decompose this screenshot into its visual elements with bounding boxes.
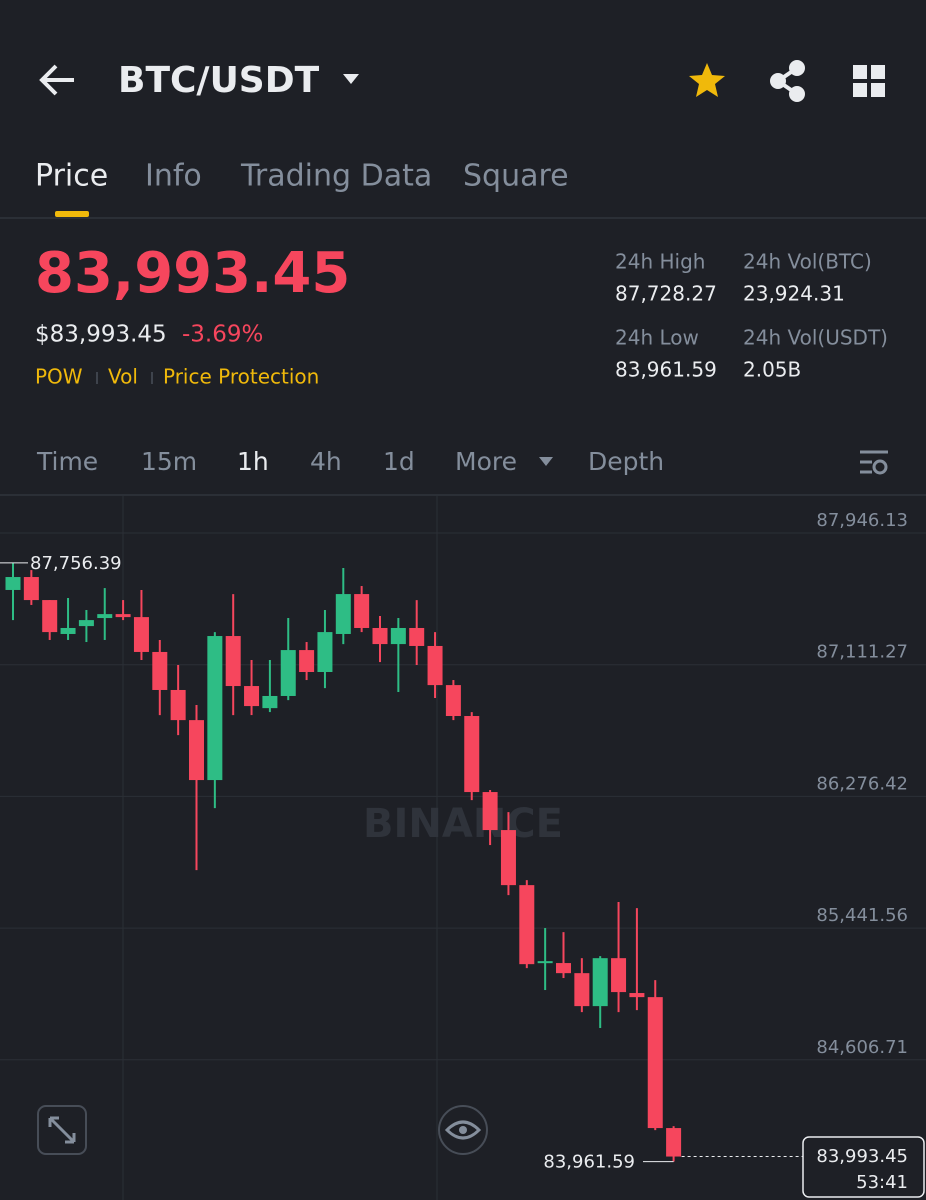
tab[interactable]: Trading Data: [240, 159, 432, 194]
tab[interactable]: Price: [35, 159, 108, 194]
candle-body: [427, 645, 443, 686]
tab-indicator: [55, 211, 89, 217]
y-tick-label: 87,111.27: [816, 642, 908, 663]
candle-body: [519, 885, 535, 965]
interval[interactable]: 4h: [310, 447, 342, 476]
stat-label: 24h High: [615, 250, 705, 274]
candle-body: [170, 689, 186, 721]
visibility-button[interactable]: [438, 1105, 488, 1155]
interval[interactable]: 1d: [383, 447, 415, 476]
candle-body: [500, 830, 516, 886]
last-price-tag: [802, 1136, 925, 1198]
interval[interactable]: 1h: [237, 447, 269, 476]
candle-body: [372, 627, 388, 645]
stat-value: 87,728.27: [615, 282, 717, 306]
tag[interactable]: Price Protection: [163, 365, 319, 389]
low-label: 83,961.59: [543, 1152, 635, 1173]
y-tick-label: 87,946.13: [816, 510, 908, 531]
candle-body: [629, 993, 645, 998]
usd-price: $83,993.45: [35, 322, 167, 348]
candle-body: [537, 961, 553, 964]
share-icon[interactable]: [770, 60, 805, 102]
candle-body: [317, 632, 333, 672]
candle-body: [390, 627, 406, 645]
grid-icon[interactable]: [853, 65, 885, 97]
candles: 87,946.13 87,111.27 86,276.42 85,441.56 84,6…: [0, 510, 926, 1198]
candle-body: [335, 594, 351, 634]
tag[interactable]: Vol: [108, 365, 138, 389]
back-button[interactable]: [39, 64, 74, 96]
chart-settings[interactable]: [860, 450, 888, 475]
y-tick-label: 85,441.56: [816, 905, 908, 926]
tag[interactable]: POW: [35, 365, 83, 389]
candle-body: [133, 617, 149, 652]
candle-body: [189, 720, 204, 781]
candle-body: [207, 636, 223, 781]
candle-body: [78, 620, 94, 627]
stat-value: 2.05B: [743, 358, 801, 382]
candle-body: [262, 695, 278, 709]
pair-dropdown[interactable]: [343, 74, 359, 84]
candle-body: [115, 614, 131, 618]
candle-body: [60, 627, 76, 634]
stat-value: 83,961.59: [615, 358, 717, 382]
candle-body: [611, 958, 627, 993]
last-price-label: 83,993.45: [816, 1146, 908, 1167]
fullscreen-button[interactable]: [37, 1105, 87, 1155]
y-tick-label: 84,606.71: [816, 1037, 908, 1058]
tab[interactable]: Info: [145, 159, 202, 194]
stat-label: 24h Vol(USDT): [743, 326, 888, 350]
high-label: 87,756.39: [30, 553, 122, 574]
candle-body: [354, 594, 370, 628]
countdown: 53:41: [856, 1172, 908, 1193]
candle-body: [97, 614, 113, 619]
stat-label: 24h Vol(BTC): [743, 250, 872, 274]
stat-label: 24h Low: [615, 326, 699, 350]
candle-body: [244, 686, 260, 707]
candle-body: [42, 600, 58, 633]
candle-body: [592, 958, 608, 1007]
candle-body: [280, 650, 296, 696]
more-dropdown[interactable]: [539, 457, 553, 466]
tab[interactable]: Square: [463, 159, 569, 194]
candle-body: [225, 636, 241, 687]
interval[interactable]: Time: [36, 447, 98, 476]
candle-body: [5, 577, 21, 590]
y-tick-label: 86,276.42: [816, 773, 908, 794]
watermark: BINANCE: [363, 801, 563, 847]
candle-body: [556, 963, 571, 974]
interval[interactable]: 15m: [141, 447, 197, 476]
price-change: -3.69%: [182, 322, 263, 348]
candle-body: [574, 973, 590, 1007]
candle-body: [409, 627, 425, 646]
candle-body: [299, 650, 315, 672]
candle-body: [666, 1128, 682, 1157]
pair-title[interactable]: BTC/USDT: [118, 60, 320, 101]
candle-body: [152, 651, 168, 690]
favorite-star[interactable]: [689, 63, 725, 97]
interval[interactable]: More: [455, 447, 517, 476]
candle-body: [647, 997, 663, 1129]
candle-body: [482, 792, 498, 831]
last-price: 83,993.45: [35, 241, 350, 306]
candle-body: [464, 716, 480, 793]
stat-value: 23,924.31: [743, 282, 845, 306]
candle-body: [23, 577, 39, 601]
candle-body: [445, 685, 461, 717]
interval[interactable]: Depth: [588, 447, 664, 476]
